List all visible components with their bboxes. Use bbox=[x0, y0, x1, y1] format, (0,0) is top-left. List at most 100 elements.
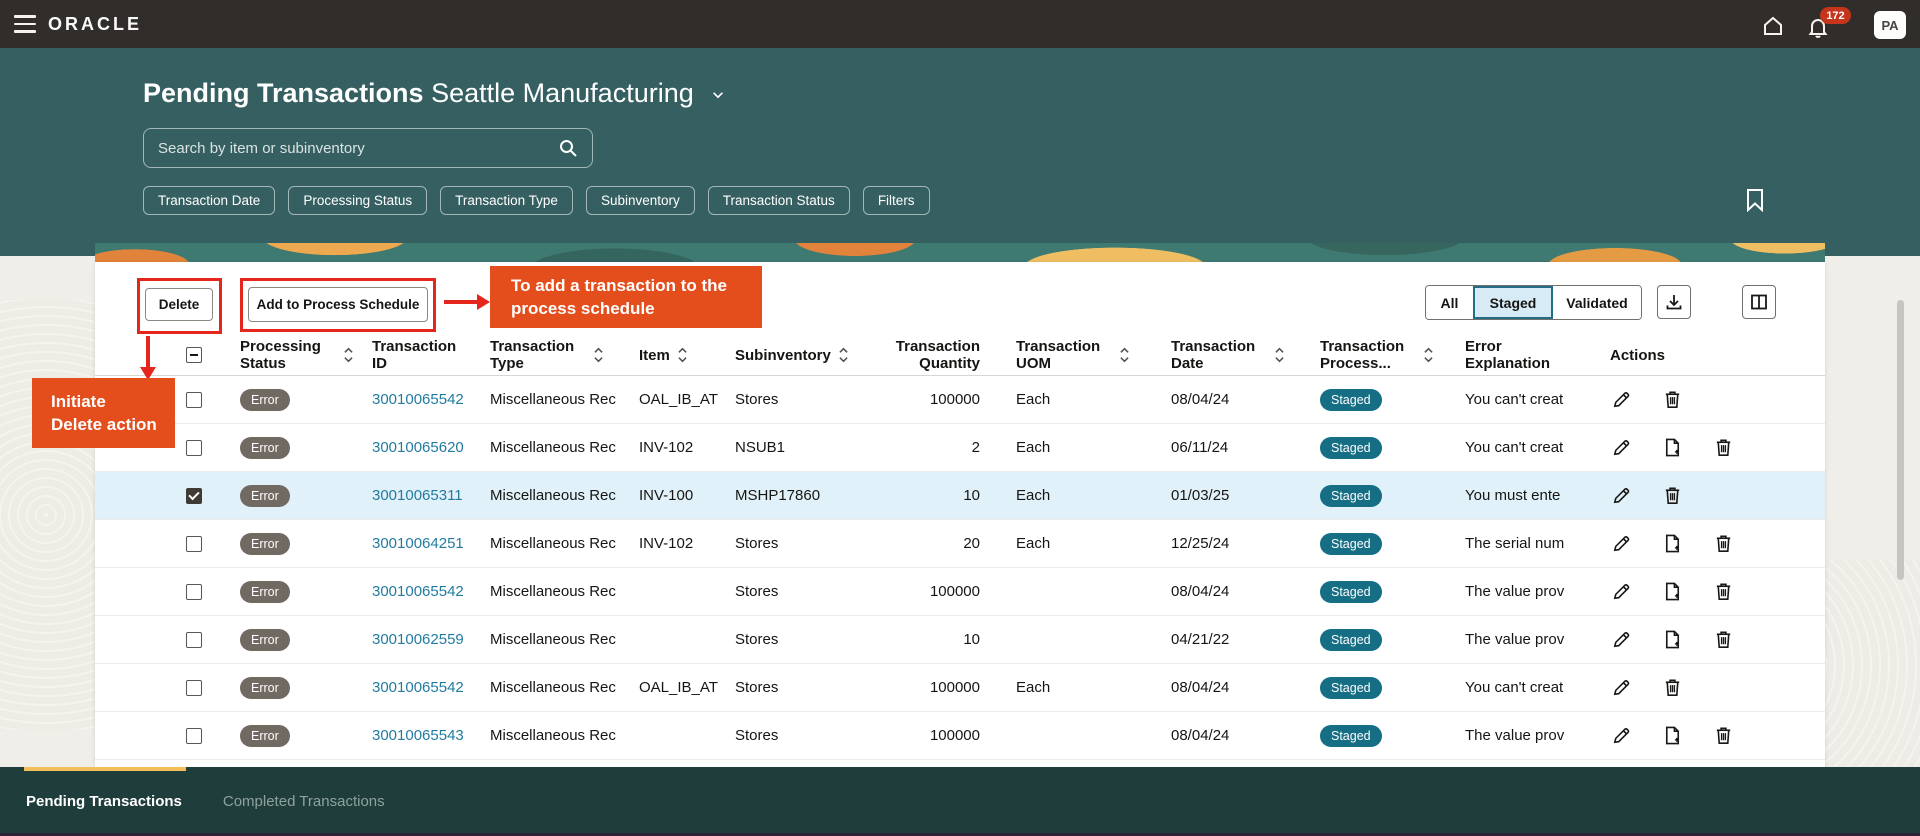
row-checkbox[interactable] bbox=[186, 439, 202, 456]
transaction-process-badge: Staged bbox=[1320, 580, 1382, 603]
segment-staged[interactable]: Staged bbox=[1473, 286, 1553, 319]
transaction-process-badge: Staged bbox=[1320, 724, 1382, 747]
filter-chip-subinventory[interactable]: Subinventory bbox=[585, 186, 695, 215]
transaction-id-link[interactable]: 30010065620 bbox=[372, 439, 464, 456]
page-title: Pending Transactions Seattle Manufacturi… bbox=[143, 78, 725, 109]
edit-button[interactable] bbox=[1610, 485, 1632, 507]
add-to-schedule-button[interactable] bbox=[1661, 629, 1683, 651]
add-to-schedule-button[interactable] bbox=[1661, 437, 1683, 459]
transaction-id-link[interactable]: 30010065542 bbox=[372, 583, 464, 600]
cell-transaction-type: Miscellaneous Rec bbox=[490, 679, 616, 696]
row-checkbox[interactable] bbox=[186, 583, 202, 600]
column-header-uom[interactable]: Transaction UOM bbox=[988, 338, 1163, 372]
transaction-id-link[interactable]: 30010065543 bbox=[372, 727, 464, 744]
transaction-id-link[interactable]: 30010062559 bbox=[372, 631, 464, 648]
tab-completed-transactions[interactable]: Completed Transactions bbox=[222, 793, 385, 810]
row-checkbox[interactable] bbox=[186, 679, 202, 696]
edit-button[interactable] bbox=[1610, 437, 1632, 459]
tab-pending-transactions[interactable]: Pending Transactions bbox=[26, 793, 182, 810]
sort-icon[interactable] bbox=[1423, 346, 1434, 364]
row-checkbox[interactable] bbox=[186, 727, 202, 744]
cell-transaction-date: 08/04/24 bbox=[1171, 583, 1230, 600]
callout-text-line: Initiate bbox=[51, 392, 106, 411]
add-to-schedule-button[interactable] bbox=[1661, 725, 1683, 747]
cell-error-explanation: You can't creat bbox=[1465, 679, 1564, 696]
sort-icon[interactable] bbox=[1274, 346, 1285, 364]
cell-transaction-date: 08/04/24 bbox=[1171, 679, 1230, 696]
cell-error-explanation: You can't creat bbox=[1465, 391, 1564, 408]
column-header-id: Transaction ID bbox=[364, 338, 482, 372]
column-header-subinventory[interactable]: Subinventory bbox=[727, 346, 848, 364]
transaction-id-link[interactable]: 30010065542 bbox=[372, 679, 464, 696]
notification-count-badge[interactable]: 172 bbox=[1820, 7, 1851, 24]
column-header-quantity: Transaction Quantity bbox=[823, 338, 988, 372]
edit-button[interactable] bbox=[1610, 581, 1632, 603]
edit-button[interactable] bbox=[1610, 677, 1632, 699]
column-header-type[interactable]: Transaction Type bbox=[482, 338, 631, 372]
row-delete-button[interactable] bbox=[1712, 629, 1734, 651]
processing-status-badge: Error bbox=[240, 724, 290, 747]
row-delete-button[interactable] bbox=[1712, 437, 1734, 459]
row-checkbox[interactable] bbox=[186, 391, 202, 408]
row-delete-button[interactable] bbox=[1712, 533, 1734, 555]
cell-subinventory: Stores bbox=[735, 391, 779, 408]
row-delete-button[interactable] bbox=[1661, 485, 1683, 507]
column-header-status[interactable]: Processing Status bbox=[232, 338, 364, 372]
sort-icon[interactable] bbox=[593, 346, 604, 364]
filter-chip-transaction-type[interactable]: Transaction Type bbox=[440, 186, 573, 215]
document-add-icon bbox=[1662, 630, 1683, 653]
segment-validated[interactable]: Validated bbox=[1553, 286, 1641, 319]
sort-icon[interactable] bbox=[838, 346, 849, 364]
edit-button[interactable] bbox=[1610, 389, 1632, 411]
column-label: Transaction Quantity bbox=[895, 338, 980, 372]
row-checkbox[interactable] bbox=[186, 535, 202, 552]
download-button[interactable] bbox=[1657, 285, 1691, 319]
cell-transaction-type: Miscellaneous Rec bbox=[490, 583, 616, 600]
table-row: Error 30010065543 Miscellaneous Rec Stores 1… bbox=[95, 712, 1825, 760]
add-to-schedule-button[interactable] bbox=[1661, 581, 1683, 603]
edit-button[interactable] bbox=[1610, 725, 1632, 747]
row-checkbox[interactable] bbox=[186, 487, 202, 504]
row-delete-button[interactable] bbox=[1712, 725, 1734, 747]
search-input[interactable] bbox=[144, 139, 558, 157]
home-icon[interactable] bbox=[1761, 14, 1785, 38]
column-header-item[interactable]: Item bbox=[631, 346, 727, 364]
columns-layout-button[interactable] bbox=[1742, 285, 1776, 319]
column-header-date[interactable]: Transaction Date bbox=[1163, 338, 1310, 372]
transaction-id-link[interactable]: 30010064251 bbox=[372, 535, 464, 552]
row-delete-button[interactable] bbox=[1712, 581, 1734, 603]
filter-chip-filters[interactable]: Filters bbox=[862, 186, 930, 215]
org-context[interactable]: Seattle Manufacturing bbox=[431, 78, 694, 108]
avatar[interactable]: PA bbox=[1874, 11, 1906, 39]
select-all-checkbox[interactable] bbox=[186, 347, 202, 363]
transaction-id-link[interactable]: 30010065542 bbox=[372, 391, 464, 408]
segment-all[interactable]: All bbox=[1426, 286, 1473, 319]
sort-icon[interactable] bbox=[343, 346, 354, 364]
row-delete-button[interactable] bbox=[1661, 389, 1683, 411]
notifications-bell-icon[interactable] bbox=[1806, 15, 1830, 39]
add-to-process-schedule-button[interactable]: Add to Process Schedule bbox=[248, 287, 428, 322]
edit-button[interactable] bbox=[1610, 629, 1632, 651]
filter-chip-transaction-date[interactable]: Transaction Date bbox=[143, 186, 276, 215]
add-to-schedule-button[interactable] bbox=[1661, 533, 1683, 555]
filter-chip-processing-status[interactable]: Processing Status bbox=[288, 186, 428, 215]
hamburger-menu-icon[interactable] bbox=[14, 15, 36, 33]
cell-item: INV-100 bbox=[639, 487, 694, 504]
pencil-icon bbox=[1611, 535, 1632, 557]
edit-button[interactable] bbox=[1610, 533, 1632, 555]
sort-icon[interactable] bbox=[677, 346, 688, 364]
sort-icon[interactable] bbox=[1119, 346, 1130, 364]
cell-transaction-date: 06/11/24 bbox=[1171, 439, 1229, 456]
row-delete-button[interactable] bbox=[1661, 677, 1683, 699]
column-header-process[interactable]: Transaction Process... bbox=[1310, 338, 1465, 372]
cell-subinventory: Stores bbox=[735, 631, 779, 648]
processing-status-badge: Error bbox=[240, 388, 290, 411]
filter-chip-transaction-status[interactable]: Transaction Status bbox=[707, 186, 850, 215]
bookmark-icon[interactable] bbox=[1745, 188, 1765, 212]
delete-button[interactable]: Delete bbox=[145, 288, 213, 321]
vertical-scrollbar[interactable] bbox=[1897, 300, 1904, 580]
search-icon[interactable] bbox=[558, 138, 578, 158]
chevron-down-icon[interactable] bbox=[711, 88, 725, 102]
transaction-id-link[interactable]: 30010065311 bbox=[372, 487, 463, 504]
row-checkbox[interactable] bbox=[186, 631, 202, 648]
